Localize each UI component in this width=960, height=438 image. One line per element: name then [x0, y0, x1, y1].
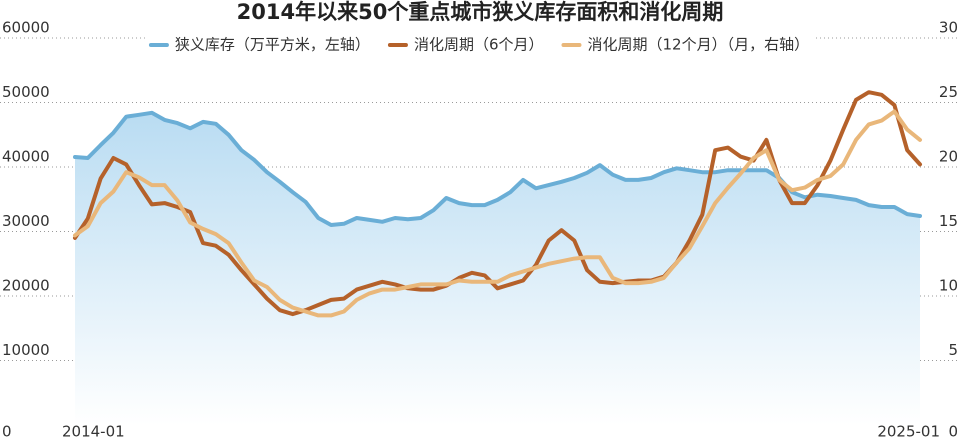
x-tick-label: 2014-01 — [62, 423, 125, 438]
legend-label: 消化周期（6个月） — [414, 36, 544, 54]
area — [75, 112, 920, 426]
legend: 狭义库存（万平方米，左轴） 消化周期（6个月） 消化周期（12个月）（月，右轴） — [144, 32, 816, 58]
y-tick-label: 50000 — [2, 83, 50, 101]
y2-tick-label: 25 — [939, 83, 958, 101]
chart-title: 2014年以来50个重点城市狭义库存面积和消化周期 — [237, 0, 724, 24]
legend-label: 消化周期（12个月）（月，右轴） — [587, 36, 809, 54]
x-tick-label: 2025-01 — [877, 423, 940, 438]
line — [73, 109, 922, 318]
legend-background — [144, 32, 816, 58]
y-tick-label: 10000 — [2, 341, 50, 359]
y-tick-label: 30000 — [2, 212, 50, 230]
y-tick-label: 60000 — [2, 19, 50, 37]
legend-label: 狭义库存（万平方米，左轴） — [175, 36, 370, 54]
y-tick-label: 40000 — [2, 148, 50, 166]
y2-tick-label: 30 — [939, 19, 958, 37]
y-tick-label: 20000 — [2, 277, 50, 295]
y-tick-label: 0 — [2, 423, 12, 438]
y2-tick-label: 0 — [948, 423, 958, 438]
y2-tick-label: 20 — [939, 148, 958, 166]
y2-tick-label: 15 — [939, 212, 958, 230]
y2-tick-label: 10 — [939, 277, 958, 295]
y2-tick-label: 5 — [948, 341, 958, 359]
